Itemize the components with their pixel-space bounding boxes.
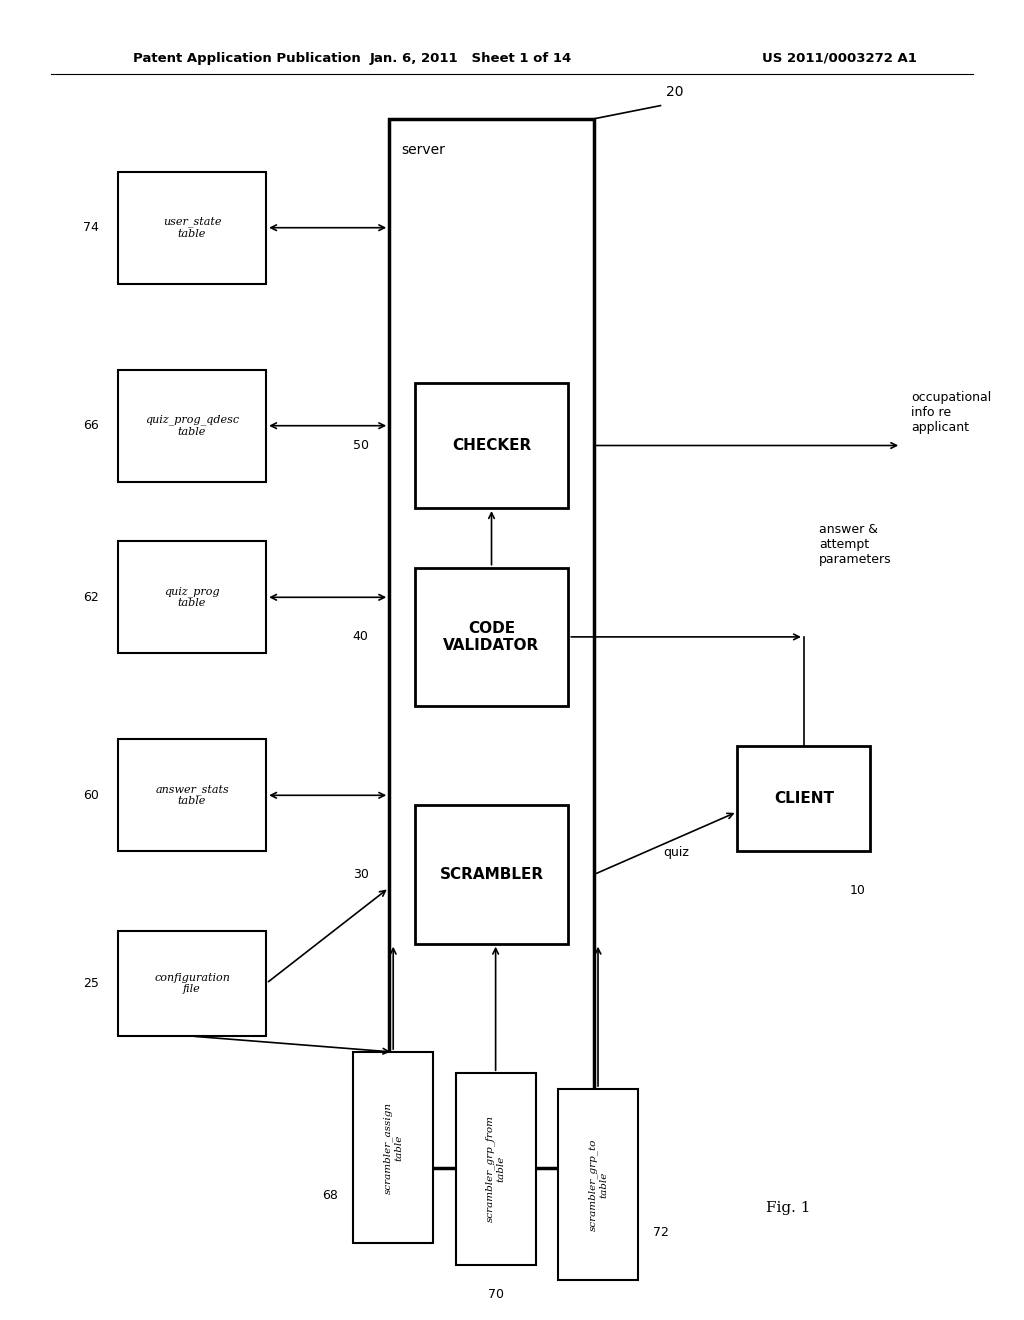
FancyBboxPatch shape [415, 805, 568, 944]
Text: occupational
info re
applicant: occupational info re applicant [911, 391, 991, 434]
FancyBboxPatch shape [353, 1052, 433, 1243]
Text: scrambler_grp_from
table: scrambler_grp_from table [485, 1115, 506, 1222]
Text: CHECKER: CHECKER [452, 438, 531, 453]
FancyBboxPatch shape [118, 541, 266, 653]
Text: CODE
VALIDATOR: CODE VALIDATOR [443, 620, 540, 653]
FancyBboxPatch shape [415, 383, 568, 508]
FancyBboxPatch shape [118, 172, 266, 284]
Text: 40: 40 [352, 631, 369, 643]
Text: answer &
attempt
parameters: answer & attempt parameters [819, 523, 892, 566]
FancyBboxPatch shape [118, 931, 266, 1036]
Text: 72: 72 [653, 1226, 670, 1239]
Text: 30: 30 [352, 869, 369, 880]
Text: 74: 74 [83, 222, 99, 234]
Text: 62: 62 [84, 591, 99, 603]
Text: scrambler_assign
table: scrambler_assign table [383, 1102, 403, 1193]
Text: 66: 66 [84, 420, 99, 432]
Text: CLIENT: CLIENT [774, 791, 834, 807]
Text: SCRAMBLER: SCRAMBLER [439, 867, 544, 882]
FancyBboxPatch shape [558, 1089, 638, 1280]
Text: 20: 20 [666, 84, 683, 99]
Text: 60: 60 [83, 789, 99, 801]
Text: Jan. 6, 2011   Sheet 1 of 14: Jan. 6, 2011 Sheet 1 of 14 [370, 51, 572, 65]
FancyBboxPatch shape [456, 1073, 536, 1265]
Text: 50: 50 [352, 440, 369, 451]
Text: Fig. 1: Fig. 1 [766, 1201, 811, 1214]
Text: Patent Application Publication: Patent Application Publication [133, 51, 360, 65]
Text: 25: 25 [83, 977, 99, 990]
Text: quiz: quiz [663, 846, 689, 859]
Text: configuration
file: configuration file [154, 973, 230, 994]
Text: quiz_prog_qdesc
table: quiz_prog_qdesc table [145, 414, 239, 437]
Text: 68: 68 [322, 1189, 338, 1203]
Text: US 2011/0003272 A1: US 2011/0003272 A1 [762, 51, 918, 65]
Text: scrambler_grp_to
table: scrambler_grp_to table [588, 1139, 608, 1230]
Text: answer_stats
table: answer_stats table [155, 784, 229, 807]
Text: user_state
table: user_state table [163, 216, 221, 239]
FancyBboxPatch shape [389, 119, 594, 1168]
FancyBboxPatch shape [415, 568, 568, 706]
FancyBboxPatch shape [118, 739, 266, 851]
FancyBboxPatch shape [737, 746, 870, 851]
Text: quiz_prog
table: quiz_prog table [164, 586, 220, 609]
Text: 10: 10 [849, 884, 865, 898]
FancyBboxPatch shape [118, 370, 266, 482]
Text: server: server [401, 143, 445, 157]
Text: 70: 70 [487, 1288, 504, 1302]
